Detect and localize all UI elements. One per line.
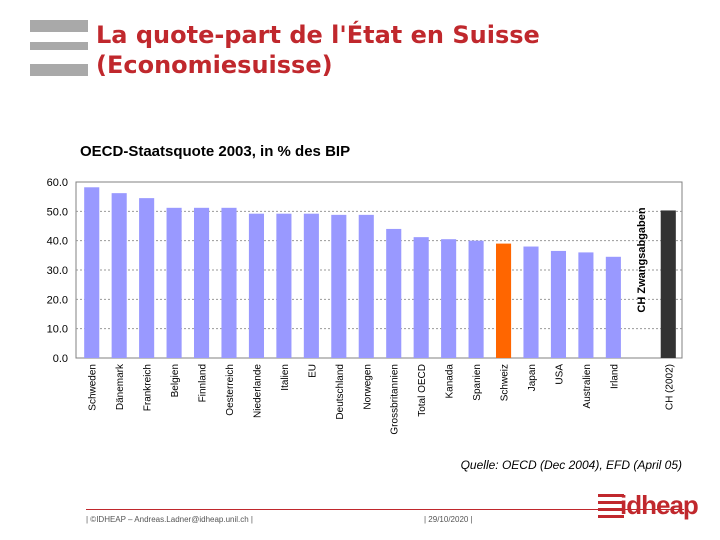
bar-1 xyxy=(111,193,127,358)
bar-11 xyxy=(386,228,402,358)
annotation-label: CH Zwangsabgaben xyxy=(636,207,648,312)
x-tick-label-12: Total OECD xyxy=(417,364,428,417)
bar-4 xyxy=(193,207,210,358)
x-tick-label-8: EU xyxy=(307,364,318,378)
y-tick-label-2: 20.0 xyxy=(47,294,68,306)
bar-10 xyxy=(358,214,374,358)
bar-7 xyxy=(276,213,292,358)
bar-15 xyxy=(495,243,512,358)
bar-6 xyxy=(248,213,265,358)
staatsquote-bar-chart: OECD-Staatsquote 2003, in % des BIP 0.0 10… xyxy=(47,143,683,435)
x-tick-label-5: Oesterreich xyxy=(225,364,236,416)
x-tick-label-17: USA xyxy=(554,364,565,385)
x-tick-label-1: Dänemark xyxy=(115,363,126,410)
x-tick-label-19: Irland xyxy=(609,364,620,389)
bar-18 xyxy=(578,252,594,358)
x-tick-label-3: Belgien xyxy=(170,364,181,397)
footer-date: | 29/10/2020 | xyxy=(424,515,473,524)
bar-19 xyxy=(605,256,621,358)
bar-9 xyxy=(331,214,347,358)
y-tick-label-0: 0.0 xyxy=(53,353,68,365)
x-tick-label-18: Australien xyxy=(582,364,593,408)
bar-2 xyxy=(139,198,155,358)
bar-12 xyxy=(413,237,429,358)
brand-stripes-icon xyxy=(598,494,624,518)
bar-21 xyxy=(660,210,676,358)
x-tick-label-15: Schweiz xyxy=(500,364,511,401)
y-tick-label-1: 10.0 xyxy=(47,324,68,336)
x-tick-label-7: Italien xyxy=(280,364,291,391)
bar-16 xyxy=(523,246,539,358)
slide-title-line-2: (Economiesuisse) xyxy=(96,51,333,79)
footer-copyright: | ©IDHEAP – Andreas.Ladner@idheap.unil.c… xyxy=(86,515,254,524)
footer-divider xyxy=(86,509,684,510)
bar-3 xyxy=(166,207,182,358)
y-tick-label-6: 60.0 xyxy=(47,177,68,189)
y-tick-label-4: 40.0 xyxy=(47,236,68,248)
bar-5 xyxy=(221,207,237,358)
x-tick-label-4: Finnland xyxy=(198,364,209,402)
x-tick-label-6: Niederlande xyxy=(252,364,263,418)
x-tick-label-21: CH (2002) xyxy=(664,364,675,410)
y-tick-label-3: 30.0 xyxy=(47,265,68,277)
x-tick-label-13: Kanada xyxy=(445,364,456,399)
x-tick-label-2: Frankreich xyxy=(143,364,154,411)
slide-title: La quote-part de l'État en Suisse (Econo… xyxy=(96,20,696,80)
bar-0 xyxy=(84,187,100,358)
x-tick-label-9: Deutschland xyxy=(335,364,346,420)
brand-wordmark: idheap xyxy=(620,490,699,520)
x-tick-label-10: Norwegen xyxy=(362,364,373,410)
bar-17 xyxy=(550,250,567,358)
x-tick-label-16: Japan xyxy=(527,364,538,391)
bar-14 xyxy=(468,240,484,358)
slide-title-line-1: La quote-part de l'État en Suisse xyxy=(96,21,540,49)
x-tick-label-11: Grossbritannien xyxy=(390,364,401,435)
idheap-logo-bars xyxy=(30,20,88,76)
y-tick-label-5: 50.0 xyxy=(47,206,68,218)
bar-8 xyxy=(303,213,319,358)
bar-13 xyxy=(441,239,457,358)
chart-title: OECD-Staatsquote 2003, in % des BIP xyxy=(80,143,350,160)
x-tick-label-14: Spanien xyxy=(472,364,483,401)
source-note: Quelle: OECD (Dec 2004), EFD (April 05) xyxy=(460,458,682,472)
x-tick-label-0: Schweden xyxy=(88,364,99,411)
